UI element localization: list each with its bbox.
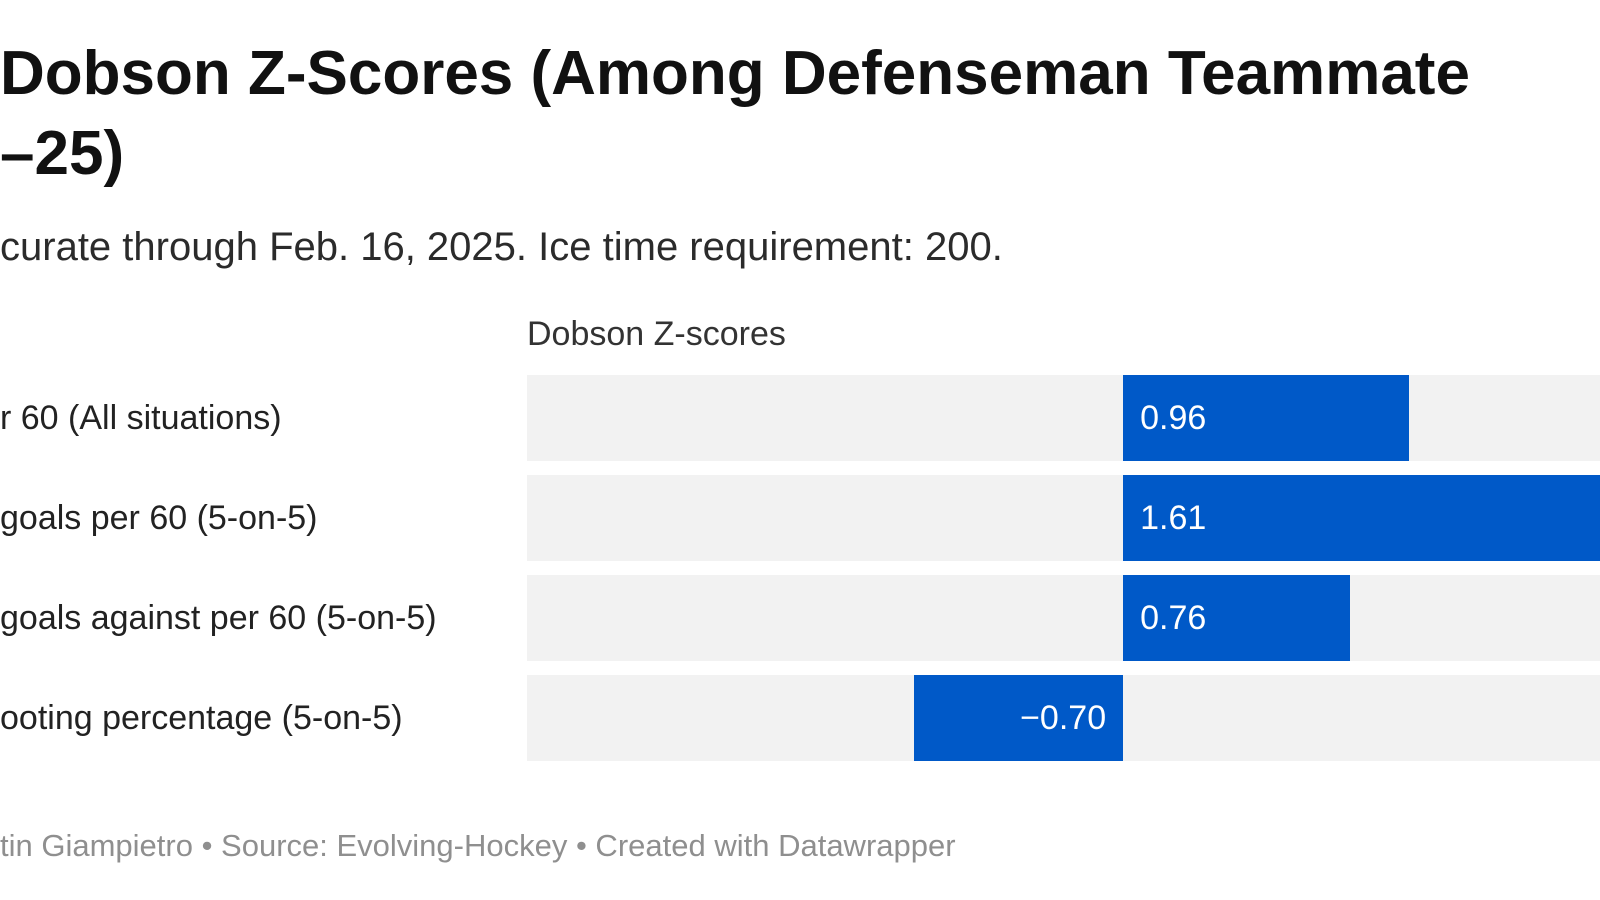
- bar-track: [527, 375, 1600, 461]
- category-label: goals per 60 (5-on-5): [0, 499, 318, 537]
- bar-value-label: −0.70: [1020, 699, 1107, 737]
- category-label: ooting percentage (5-on-5): [0, 699, 403, 737]
- category-label: goals against per 60 (5-on-5): [0, 599, 437, 637]
- chart-title: Dobson Z-Scores (Among Defenseman Teamma…: [0, 34, 1600, 194]
- bar: [1123, 375, 1410, 461]
- chart-title-line-1: Dobson Z-Scores (Among Defenseman Teamma…: [0, 39, 1470, 108]
- bar: [914, 675, 1124, 761]
- bar-value-label: 0.76: [1140, 599, 1207, 637]
- chart-title-line-2: –25): [0, 119, 125, 188]
- category-label: r 60 (All situations): [0, 399, 282, 437]
- bar: [1123, 575, 1350, 661]
- bar-value-label: 0.96: [1140, 399, 1207, 437]
- bar-track: [527, 575, 1600, 661]
- bar: [1123, 475, 1600, 561]
- chart-subtitle: curate through Feb. 16, 2025. Ice time r…: [0, 225, 1003, 269]
- column-header: Dobson Z-scores: [527, 315, 786, 353]
- bar-value-label: 1.61: [1140, 499, 1207, 537]
- chart-footer: tin Giampietro • Source: Evolving-Hockey…: [0, 828, 956, 863]
